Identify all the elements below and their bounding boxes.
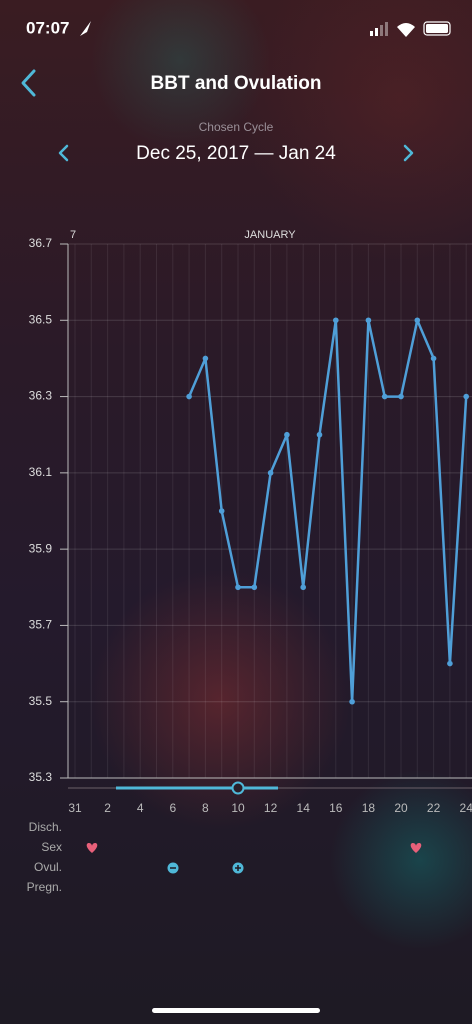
y-tick-label: 36.1 xyxy=(29,465,53,479)
bbt-point xyxy=(381,393,388,400)
row-label: Ovul. xyxy=(34,860,62,874)
bbt-point xyxy=(463,393,470,400)
bbt-point xyxy=(235,584,241,591)
sex-icon xyxy=(410,843,422,853)
home-indicator xyxy=(152,1008,320,1013)
screen-title: BBT and Ovulation xyxy=(151,73,322,94)
bbt-point xyxy=(186,393,192,400)
x-tick-label: 6 xyxy=(169,801,176,815)
bbt-point xyxy=(251,584,258,591)
bbt-point xyxy=(333,317,339,324)
chart: 7 JANUARY 35.3 35.5 35.7 35.9 36.1 36.3 36.5 36.7… xyxy=(29,229,472,815)
bbt-point xyxy=(202,355,209,362)
bbt-point xyxy=(284,431,290,438)
range-handle[interactable] xyxy=(231,781,245,795)
row-label: Pregn. xyxy=(27,880,62,894)
corner-label: 7 xyxy=(70,229,76,241)
battery-level xyxy=(426,24,448,33)
battery-icon xyxy=(423,21,451,36)
bbt-point xyxy=(447,660,453,667)
cycle-label: Chosen Cycle xyxy=(199,120,274,134)
previous-cycle[interactable] xyxy=(58,144,69,162)
back-button[interactable] xyxy=(21,69,36,97)
x-tick-label: 16 xyxy=(329,801,343,815)
x-tick-label: 24 xyxy=(460,801,472,815)
bbt-point xyxy=(414,317,421,324)
month-label: JANUARY xyxy=(244,229,296,241)
next-cycle[interactable] xyxy=(403,144,414,162)
x-tick-label: 20 xyxy=(394,801,408,815)
cycle-range: Dec 25, 2017 — Jan 24 xyxy=(136,143,336,164)
signal-icon xyxy=(370,22,388,36)
y-tick-label: 35.3 xyxy=(29,770,53,784)
y-tick-label: 35.5 xyxy=(29,694,53,708)
sex-icon xyxy=(86,843,98,853)
bbt-point xyxy=(316,431,323,438)
x-tick-label: 31 xyxy=(68,801,82,815)
bbt-point xyxy=(365,317,372,324)
x-tick-label: 4 xyxy=(137,801,144,815)
plus-sign xyxy=(235,865,241,871)
x-tick-label: 22 xyxy=(427,801,441,815)
event-rows: Disch. Sex Ovul. Pregn. xyxy=(27,820,62,894)
x-tick-label: 12 xyxy=(264,801,278,815)
bbt-point xyxy=(267,470,274,476)
y-tick-label: 35.9 xyxy=(29,541,53,555)
x-tick-label: 8 xyxy=(202,801,209,815)
bbt-line xyxy=(187,319,468,703)
y-tick-label: 35.7 xyxy=(29,618,53,632)
row-label: Sex xyxy=(41,840,62,854)
row-label: Disch. xyxy=(29,820,62,834)
y-tick-label: 36.3 xyxy=(29,389,53,403)
x-tick-label: 2 xyxy=(104,801,111,815)
bbt-point xyxy=(300,584,307,591)
bbt-point xyxy=(398,393,404,400)
location-icon xyxy=(80,21,91,36)
bbt-point xyxy=(430,355,437,362)
y-tick-label: 36.7 xyxy=(29,236,53,250)
bbt-point xyxy=(218,508,225,514)
bbt-point xyxy=(349,698,355,705)
x-tick-label: 10 xyxy=(231,801,245,815)
y-tick-label: 36.5 xyxy=(29,312,53,326)
x-tick-label: 18 xyxy=(362,801,376,815)
wifi-icon xyxy=(397,23,415,37)
status-time: 07:07 xyxy=(26,18,69,37)
x-tick-label: 14 xyxy=(297,801,311,815)
